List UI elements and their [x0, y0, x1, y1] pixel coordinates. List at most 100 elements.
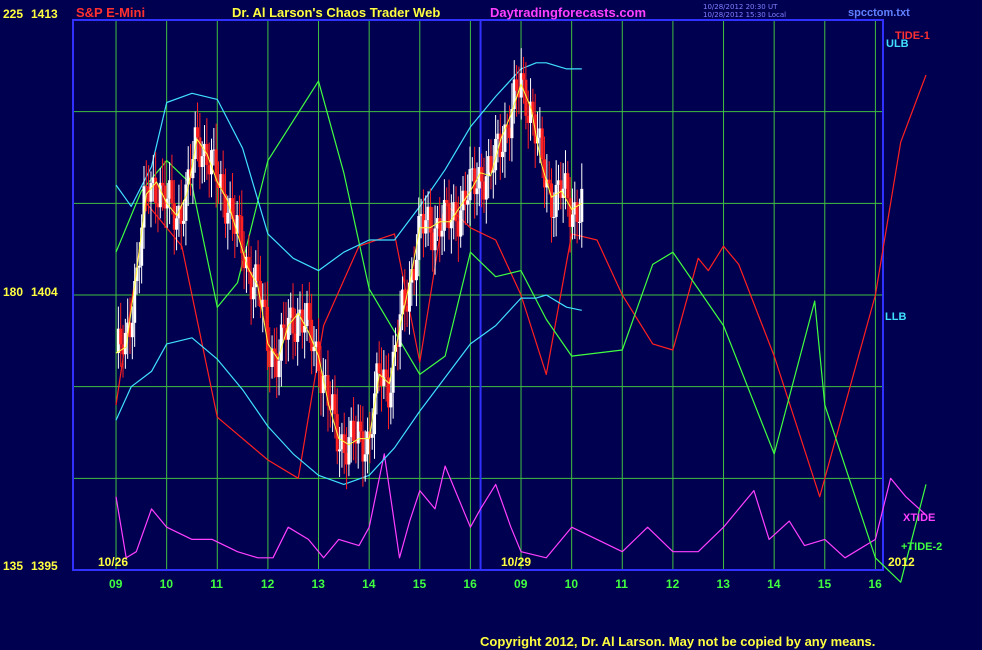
price-candle: [480, 167, 484, 182]
price-candle: [470, 168, 474, 170]
ulb-label: ULB: [886, 38, 909, 50]
y-tick-price-top: 1413: [31, 7, 58, 21]
price-candle: [342, 434, 346, 454]
price-candle: [414, 259, 418, 281]
price-candle: [193, 127, 197, 160]
price-candle: [326, 375, 330, 406]
price-candle: [156, 203, 160, 208]
price-candle: [580, 188, 584, 222]
price-candle: [226, 212, 230, 224]
price-candle: [463, 190, 467, 205]
price-candle: [354, 440, 358, 444]
y-tick-left-mid: 180: [3, 285, 23, 299]
price-candle: [501, 151, 505, 158]
price-candle: [256, 264, 260, 281]
x-tick-label: 11: [210, 577, 223, 591]
tide2-line: [115, 80, 927, 583]
price-candle: [147, 186, 151, 202]
price-candle: [240, 216, 244, 254]
ulb-line: [115, 62, 582, 272]
price-candle: [119, 328, 123, 345]
price-candle: [440, 230, 444, 237]
price-candle: [179, 205, 183, 224]
price-candle: [161, 182, 165, 186]
year-label: 2012: [888, 555, 915, 569]
tide1-label: TIDE-1: [895, 30, 930, 42]
y-tick-price-bottom: 1395: [31, 559, 58, 573]
price-candle: [556, 180, 560, 185]
x-tick-label: 12: [261, 577, 275, 591]
price-candle: [293, 333, 297, 342]
tide1-line: [115, 74, 927, 498]
price-candle: [333, 394, 337, 415]
price-candle: [251, 287, 255, 300]
price-candle: [282, 324, 286, 328]
llb-line: [115, 294, 582, 485]
price-candle: [310, 319, 314, 352]
price-candle: [452, 202, 456, 220]
price-candle: [338, 449, 342, 452]
price-candle: [419, 213, 423, 217]
price-candle: [298, 309, 302, 314]
price-candle: [175, 218, 179, 230]
price-candle: [496, 133, 500, 139]
x-tick-label: 10: [160, 577, 174, 591]
price-candle: [403, 289, 407, 306]
price-candle: [524, 79, 528, 116]
price-candle: [356, 421, 360, 444]
site-link[interactable]: Daytradingforecasts.com: [490, 5, 646, 20]
price-candle: [550, 183, 554, 218]
x-tick-label: 16: [463, 577, 477, 591]
x-tick-label: 11: [615, 577, 628, 591]
price-candle: [198, 137, 202, 168]
price-candle: [466, 200, 470, 205]
price-candle: [196, 127, 200, 138]
price-candle: [410, 269, 414, 283]
price-candle: [487, 156, 491, 177]
price-candle: [191, 159, 195, 179]
price-candle: [186, 169, 190, 185]
price-candle: [386, 377, 390, 408]
price-candle: [352, 420, 356, 441]
x-tick-label: 15: [413, 577, 427, 591]
price-candle: [407, 282, 411, 312]
price-candle: [568, 198, 572, 227]
price-candle: [279, 324, 283, 361]
price-candle: [547, 179, 551, 184]
price-candle: [219, 174, 223, 188]
price-candle: [247, 256, 251, 273]
price-candle: [459, 210, 463, 237]
price-candle: [212, 149, 216, 151]
price-candle: [286, 317, 290, 340]
price-candle: [254, 264, 258, 288]
price-candle: [249, 272, 253, 300]
price-candle: [384, 369, 388, 378]
price-candle: [531, 101, 535, 115]
price-candle: [130, 322, 134, 338]
price-candle: [123, 332, 127, 355]
price-candle: [447, 202, 451, 229]
price-candle: [272, 348, 276, 354]
price-candle: [170, 180, 174, 204]
price-candle: [265, 306, 269, 351]
date-label-1: 10/26: [98, 555, 128, 569]
moving-average-line: [115, 83, 583, 446]
price-candle: [505, 124, 509, 128]
price-candle: [135, 267, 139, 282]
price-candle: [417, 216, 421, 260]
price-candle: [438, 218, 442, 237]
price-candle: [563, 173, 567, 189]
price-candle: [449, 219, 453, 229]
price-candle: [431, 232, 435, 251]
price-candle: [375, 363, 379, 394]
price-candle: [172, 203, 176, 230]
price-candle: [522, 73, 526, 80]
price-candle: [477, 167, 481, 189]
timestamp-local: 10/28/2012 15:30 Local: [703, 11, 786, 19]
price-candle: [396, 345, 400, 347]
price-candle: [140, 227, 144, 266]
price-candle: [366, 431, 370, 455]
price-candle: [400, 289, 404, 315]
price-candle: [277, 360, 281, 378]
price-candle: [270, 348, 274, 367]
